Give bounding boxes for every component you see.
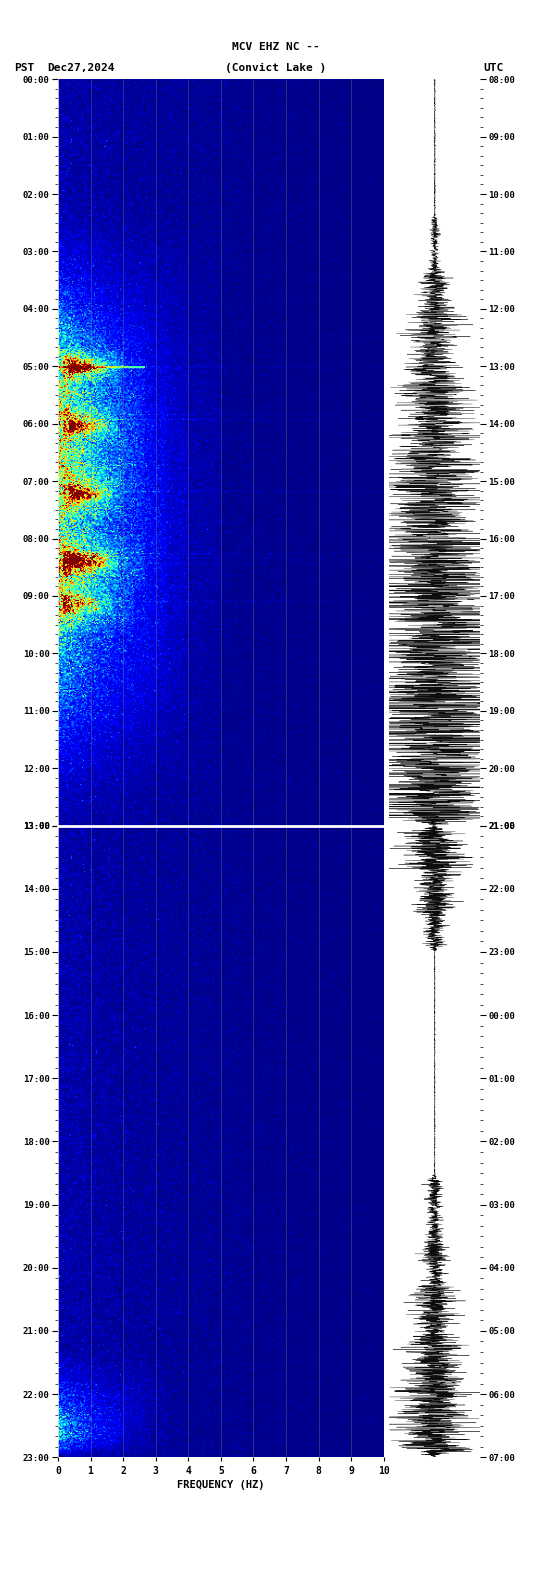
Text: (Convict Lake ): (Convict Lake ) [225, 63, 327, 73]
Text: Dec27,2024: Dec27,2024 [47, 63, 114, 73]
Text: PST: PST [14, 63, 34, 73]
X-axis label: FREQUENCY (HZ): FREQUENCY (HZ) [177, 1481, 264, 1491]
Text: MCV EHZ NC --: MCV EHZ NC -- [232, 43, 320, 52]
Text: UTC: UTC [483, 63, 503, 73]
